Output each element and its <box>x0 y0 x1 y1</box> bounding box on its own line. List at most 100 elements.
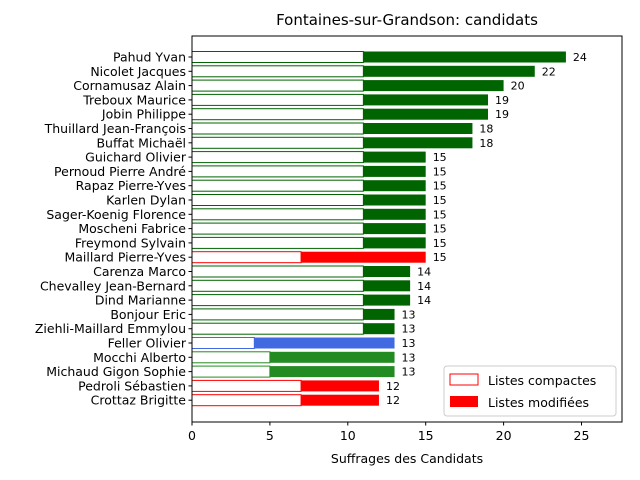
bar-modified <box>363 165 426 177</box>
bar-compact <box>191 308 364 321</box>
candidate-label: Dind Marianne <box>95 293 186 308</box>
value-label: 18 <box>479 137 493 150</box>
bar-compact <box>191 51 364 63</box>
bar-compact <box>191 165 364 178</box>
bar-compact <box>191 208 364 221</box>
value-label: 15 <box>433 251 447 264</box>
candidate-label: Buffat Michaël <box>96 135 186 150</box>
bar-compact <box>191 151 364 164</box>
candidate-label: Pahud Yvan <box>113 50 186 65</box>
candidate-label: Ziehli-Maillard Emmylou <box>35 321 186 336</box>
bar-modified <box>269 366 395 378</box>
bar-modified <box>363 137 473 149</box>
chart-title: Fontaines-sur-Grandson: candidats <box>276 11 538 29</box>
bar-modified <box>363 108 489 120</box>
bar-modified <box>363 194 426 206</box>
value-label: 18 <box>479 123 493 136</box>
bar-compact <box>191 351 271 364</box>
candidate-label: Crottaz Brigitte <box>91 393 187 408</box>
value-label: 15 <box>433 165 447 178</box>
x-axis-label: Suffrages des Candidats <box>331 451 483 466</box>
value-label: 13 <box>402 323 416 336</box>
bar-compact <box>191 394 302 407</box>
value-label: 15 <box>433 151 447 164</box>
candidate-label: Maillard Pierre-Yves <box>64 250 186 265</box>
candidate-label: Guichard Olivier <box>85 150 187 165</box>
legend-frame <box>443 365 617 417</box>
bar-modified <box>254 337 395 349</box>
bar-compact <box>191 222 364 235</box>
value-label: 22 <box>542 65 556 78</box>
x-tick-label: 25 <box>574 428 590 443</box>
x-tick-label: 20 <box>496 428 512 443</box>
bar-modified <box>363 266 411 277</box>
bar-compact <box>191 337 255 349</box>
candidate-label: Feller Olivier <box>108 336 187 351</box>
value-label: 15 <box>433 180 447 193</box>
bar-modified <box>363 65 535 77</box>
bar-modified <box>363 80 504 92</box>
value-label: 13 <box>402 337 416 350</box>
value-label: 19 <box>495 108 509 121</box>
bar-modified <box>363 123 473 134</box>
bar-modified <box>363 294 411 306</box>
candidate-label: Sager-Koenig Florence <box>46 207 186 222</box>
bar-compact <box>191 93 364 106</box>
bar-compact <box>191 294 364 307</box>
candidate-label: Thuillard Jean-François <box>44 121 186 136</box>
bar-modified <box>269 351 395 363</box>
candidate-label: Chevalley Jean-Bernard <box>40 278 186 293</box>
candidate-label: Treboux Maurice <box>82 92 186 107</box>
value-label: 20 <box>511 80 525 93</box>
value-label: 19 <box>495 94 509 107</box>
value-label: 12 <box>386 380 400 393</box>
x-tick-label: 10 <box>340 428 356 443</box>
candidate-label: Cornamusaz Alain <box>73 78 186 93</box>
candidate-label: Rapaz Pierre-Yves <box>76 178 186 193</box>
bar-compact <box>191 122 364 135</box>
legend-swatch-outline <box>449 373 479 386</box>
x-axis-ticks: 0 5 10 15 20 25 <box>188 422 589 443</box>
bar-compact <box>191 194 364 206</box>
bar-compact <box>191 108 364 121</box>
value-label: 13 <box>402 366 416 379</box>
bar-modified <box>363 51 566 63</box>
bar-compact <box>191 65 364 78</box>
value-label: 13 <box>402 308 416 321</box>
bar-modified <box>363 151 426 163</box>
bar-compact <box>191 179 364 192</box>
candidate-label: Pernoud Pierre André <box>54 164 186 179</box>
bar-compact <box>191 79 364 92</box>
candidate-label: Karlen Dylan <box>106 193 186 208</box>
value-label: 12 <box>386 394 400 407</box>
value-label: 15 <box>433 237 447 250</box>
candidate-label: Mocchi Alberto <box>93 350 186 365</box>
x-tick-label: 0 <box>188 428 196 443</box>
axes-frame <box>191 35 623 423</box>
bar-modified <box>363 237 426 249</box>
legend-label-compactes: Listes compactes <box>488 373 596 388</box>
bar-modified <box>363 208 426 220</box>
bar-modified <box>301 251 426 263</box>
candidate-label: Michaud Gigon Sophie <box>46 364 186 379</box>
candidate-label: Nicolet Jacques <box>90 64 186 79</box>
bar-modified <box>363 308 395 320</box>
bar-modified <box>363 94 489 106</box>
candidate-label: Bonjour Eric <box>110 307 186 322</box>
bar-compact <box>191 365 271 378</box>
bar-compact <box>191 379 302 392</box>
legend-label-modifiees: Listes modifiées <box>488 395 589 410</box>
bars-group <box>191 51 566 407</box>
bar-compact <box>191 279 364 292</box>
value-label: 24 <box>573 51 587 64</box>
legend: Listes compactes Listes modifiées <box>443 365 617 417</box>
value-label: 14 <box>417 280 431 293</box>
candidate-label: Moscheni Fabrice <box>78 221 186 236</box>
value-label: 15 <box>433 194 447 207</box>
bar-compact <box>191 136 364 149</box>
candidate-label: Jobin Philippe <box>101 107 186 122</box>
value-label: 14 <box>417 266 431 279</box>
bar-modified <box>363 223 426 235</box>
bar-modified <box>363 280 411 292</box>
